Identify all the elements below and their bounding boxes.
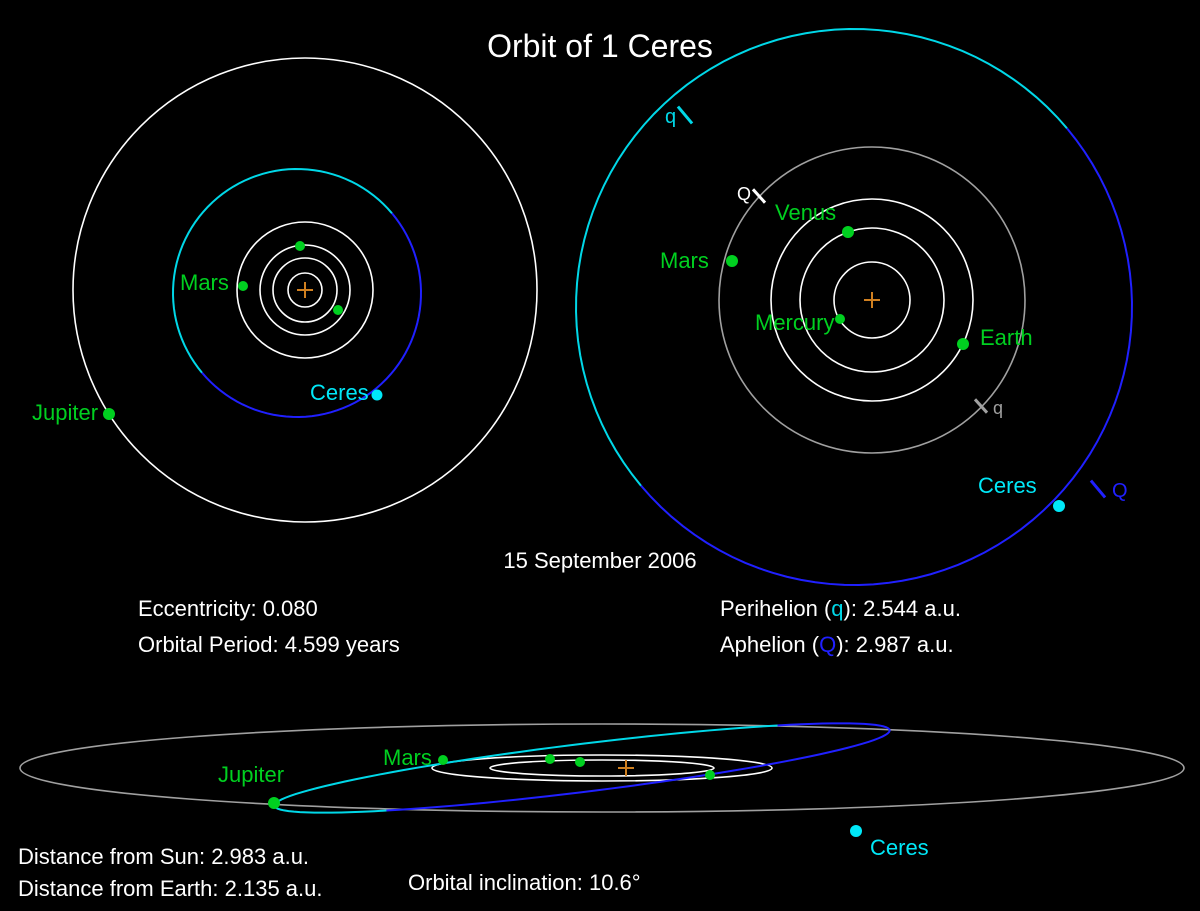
inclination-label: Orbital inclination: 10.6°	[408, 870, 641, 896]
svg-text:Earth: Earth	[980, 325, 1033, 350]
svg-text:Ceres: Ceres	[310, 380, 369, 405]
svg-text:q: q	[993, 398, 1003, 418]
svg-text:Mars: Mars	[383, 745, 432, 770]
date-label: 15 September 2006	[0, 548, 1200, 574]
aphelion-label: Aphelion (Q): 2.987 a.u.	[720, 632, 954, 658]
dist-earth-label: Distance from Earth: 2.135 a.u.	[18, 876, 323, 902]
diagram-title: Orbit of 1 Ceres	[0, 28, 1200, 65]
svg-text:Q: Q	[1112, 480, 1128, 502]
eccentricity-label: Eccentricity: 0.080	[138, 596, 318, 622]
orbit-canvas: Jupiter Mars Ceres Mars Earth Venus Mercury Cer…	[0, 0, 1200, 911]
svg-text:q: q	[665, 106, 676, 128]
svg-text:Mercury: Mercury	[755, 310, 834, 335]
dist-sun-label: Distance from Sun: 2.983 a.u.	[18, 844, 309, 870]
svg-text:Mars: Mars	[660, 248, 709, 273]
perihelion-label: Perihelion (q): 2.544 a.u.	[720, 596, 961, 622]
svg-text:Ceres: Ceres	[870, 835, 929, 860]
svg-text:Jupiter: Jupiter	[218, 762, 284, 787]
svg-text:Q: Q	[737, 184, 751, 204]
period-label: Orbital Period: 4.599 years	[138, 632, 400, 658]
svg-text:Mars: Mars	[180, 270, 229, 295]
svg-text:Ceres: Ceres	[978, 473, 1037, 498]
svg-text:Jupiter: Jupiter	[32, 400, 98, 425]
svg-text:Venus: Venus	[775, 200, 836, 225]
